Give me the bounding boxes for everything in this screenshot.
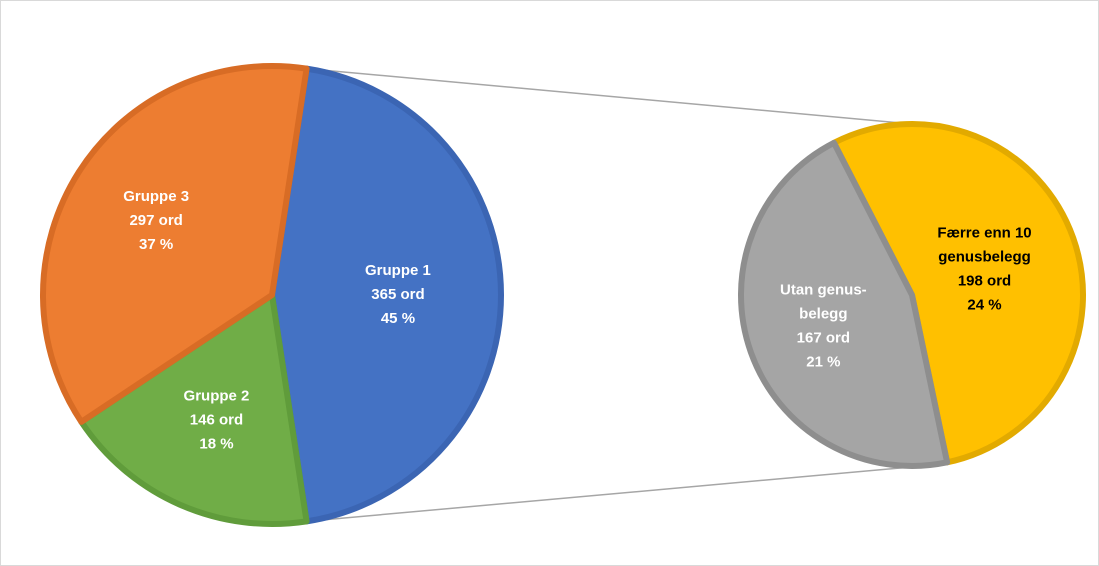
pie-slice — [78, 292, 310, 527]
slice-label: 24 % — [967, 296, 1001, 313]
connector-line — [306, 465, 923, 523]
slice-label: Gruppe 3 — [123, 188, 189, 205]
connector-line — [306, 67, 913, 125]
slice-label: 365 ord — [371, 286, 424, 303]
slice-label: Gruppe 2 — [184, 388, 250, 405]
slice-label: 146 ord — [190, 412, 243, 429]
slice-label: genusbelegg — [938, 248, 1031, 265]
slice-label: Gruppe 1 — [365, 262, 431, 279]
pie-slice — [269, 65, 504, 525]
slice-label: 198 ord — [958, 272, 1011, 289]
slice-label: 18 % — [199, 436, 233, 453]
slice-label: 167 ord — [797, 329, 850, 346]
pie-slice — [830, 121, 1086, 466]
slice-label: 297 ord — [129, 212, 182, 229]
slice-label: 21 % — [806, 353, 840, 370]
slice-label: 45 % — [381, 310, 415, 327]
slice-label: Utan genus- — [780, 281, 867, 298]
slice-label: belegg — [799, 305, 847, 322]
slice-label: 37 % — [139, 236, 173, 253]
pie-slice — [738, 139, 951, 469]
slice-label: Færre enn 10 — [937, 224, 1031, 241]
pie-slice — [40, 63, 310, 425]
